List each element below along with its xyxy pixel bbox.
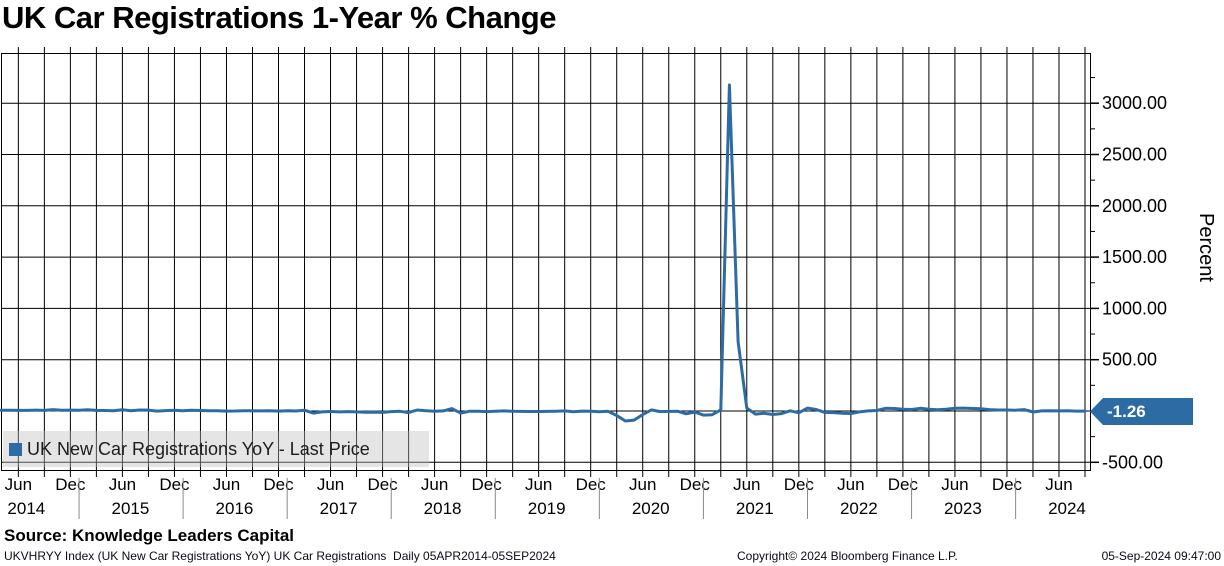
y-tick-label: 500.00: [1102, 350, 1157, 370]
x-year-label: 2019: [528, 499, 566, 518]
x-year-label: 2017: [320, 499, 358, 518]
x-tick-label: Dec: [888, 475, 919, 494]
x-tick-label: Jun: [5, 475, 32, 494]
legend-label: UK New Car Registrations YoY - Last Pric…: [27, 438, 370, 459]
x-year-label: 2016: [216, 499, 254, 518]
y-tick-label: -500.00: [1102, 452, 1163, 472]
x-tick-label: Jun: [1045, 475, 1072, 494]
plot-frame: [1, 53, 1091, 471]
y-tick-label: 1500.00: [1102, 247, 1167, 267]
chart-title: UK Car Registrations 1-Year % Change: [2, 0, 556, 35]
x-tick-label: Jun: [629, 475, 656, 494]
y-tick-label: 2500.00: [1102, 145, 1167, 165]
legend-swatch-icon: [9, 442, 22, 456]
x-tick-label: Dec: [784, 475, 815, 494]
footer-timestamp: 05-Sep-2024 09:47:00: [1101, 549, 1221, 563]
x-tick-label: Dec: [992, 475, 1023, 494]
x-tick-label: Dec: [263, 475, 294, 494]
x-tick-label: Dec: [55, 475, 86, 494]
last-price-value: -1.26: [1107, 401, 1146, 421]
footer-ticker-line: UKVHRYY Index (UK New Car Registrations …: [4, 549, 556, 563]
x-year-label: 2021: [736, 499, 774, 518]
x-tick-label: Jun: [525, 475, 552, 494]
x-year-label: 2020: [632, 499, 670, 518]
x-tick-label: Jun: [109, 475, 136, 494]
x-year-label: 2018: [424, 499, 462, 518]
x-tick-label: Dec: [472, 475, 503, 494]
y-tick-label: 1000.00: [1102, 298, 1167, 318]
x-tick-label: Jun: [317, 475, 344, 494]
footer-copyright: Copyright© 2024 Bloomberg Finance L.P.: [737, 549, 958, 563]
x-tick-label: Dec: [159, 475, 190, 494]
x-year-label: 2014: [7, 499, 45, 518]
x-tick-label: Jun: [213, 475, 240, 494]
x-tick-label: Dec: [367, 475, 398, 494]
x-year-label: 2022: [840, 499, 878, 518]
x-tick-label: Jun: [733, 475, 760, 494]
y-tick-label: 3000.00: [1102, 93, 1167, 113]
y-tick-label: 2000.00: [1102, 196, 1167, 216]
series-line: [0, 83, 1087, 423]
x-tick-label: Dec: [680, 475, 711, 494]
legend: UK New Car Registrations YoY - Last Pric…: [3, 431, 429, 467]
last-price-badge: -1.26: [1090, 398, 1193, 425]
x-tick-label: Dec: [576, 475, 607, 494]
x-year-label: 2023: [944, 499, 982, 518]
x-year-label: 2015: [111, 499, 149, 518]
x-tick-label: Jun: [941, 475, 968, 494]
y-axis-unit-label: Percent: [1195, 213, 1217, 282]
source-line: Source: Knowledge Leaders Capital: [4, 526, 295, 545]
x-tick-label: Jun: [837, 475, 864, 494]
x-tick-label: Jun: [421, 475, 448, 494]
x-year-label: 2024: [1048, 499, 1086, 518]
